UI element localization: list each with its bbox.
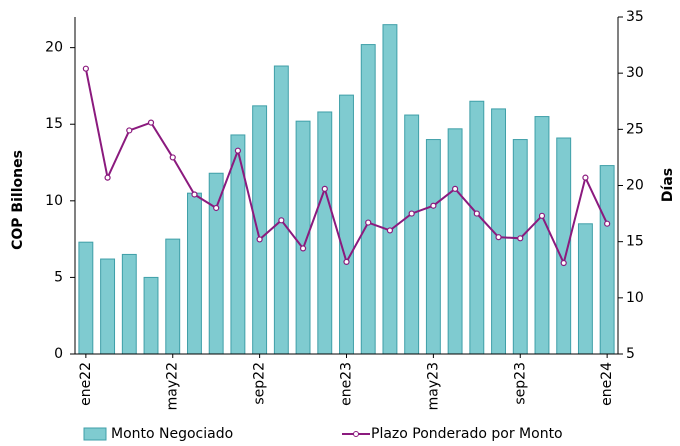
y-tick-label: 0 (54, 346, 63, 362)
bar (143, 276, 159, 355)
legend-swatch (83, 427, 107, 441)
bar (187, 192, 202, 355)
bar (360, 44, 376, 355)
marker (430, 202, 437, 209)
marker (538, 212, 546, 219)
bar (534, 116, 550, 355)
bar (100, 258, 116, 355)
marker (495, 234, 502, 241)
bar (121, 253, 137, 355)
marker (126, 127, 133, 134)
bar (339, 94, 354, 355)
marker (278, 217, 285, 224)
marker (517, 235, 524, 242)
bar (317, 111, 333, 355)
legend-label: Monto Negociado (111, 426, 233, 442)
x-tick-label: may22 (165, 362, 181, 410)
x-tick-label: ene22 (78, 362, 94, 406)
x-tick-label: sep23 (512, 362, 528, 405)
bar (208, 172, 224, 355)
bar (78, 241, 94, 355)
y2-tick-label: 15 (626, 234, 644, 250)
bar (447, 128, 463, 355)
y-tick-label: 5 (54, 269, 63, 285)
marker (82, 65, 89, 72)
y2-axis-title: Días (660, 168, 676, 202)
bar (252, 105, 268, 355)
marker (604, 220, 611, 227)
marker (386, 227, 394, 234)
y-tick-label: 15 (45, 116, 63, 132)
y2-tick-label: 30 (626, 65, 644, 81)
x-tick-label: ene24 (599, 362, 615, 406)
y2-tick-label: 5 (626, 346, 635, 362)
marker (582, 174, 589, 181)
legend-marker (353, 431, 359, 437)
bar (469, 100, 485, 355)
bar (165, 238, 181, 355)
bar (512, 139, 528, 355)
marker (104, 174, 111, 181)
bar (404, 114, 420, 355)
marker (408, 210, 415, 217)
marker (452, 185, 459, 192)
marker (473, 210, 480, 217)
marker (191, 191, 198, 198)
marker (343, 258, 350, 265)
y2-tick-label: 25 (626, 121, 644, 137)
marker (234, 147, 241, 154)
bar (577, 223, 593, 355)
bar (382, 24, 398, 355)
x-tick-label: may23 (425, 362, 441, 410)
bar (599, 165, 615, 355)
y-tick-label: 10 (45, 193, 63, 209)
y-tick-label: 20 (45, 40, 63, 56)
marker (560, 259, 567, 267)
marker (365, 219, 372, 226)
bar (425, 139, 441, 355)
x-tick-label: ene23 (339, 362, 355, 406)
y2-tick-label: 20 (626, 178, 644, 194)
bar (273, 65, 289, 355)
marker (256, 236, 263, 243)
y-axis-title: COP Billones (10, 150, 26, 250)
marker (213, 204, 220, 212)
marker (147, 119, 155, 126)
marker (299, 245, 307, 252)
x-tick-label: sep22 (252, 362, 268, 405)
marker (169, 154, 176, 161)
y2-tick-label: 10 (626, 290, 644, 306)
marker (321, 185, 328, 192)
y2-tick-label: 35 (626, 9, 644, 25)
legend-label: Plazo Ponderado por Monto (371, 426, 563, 442)
